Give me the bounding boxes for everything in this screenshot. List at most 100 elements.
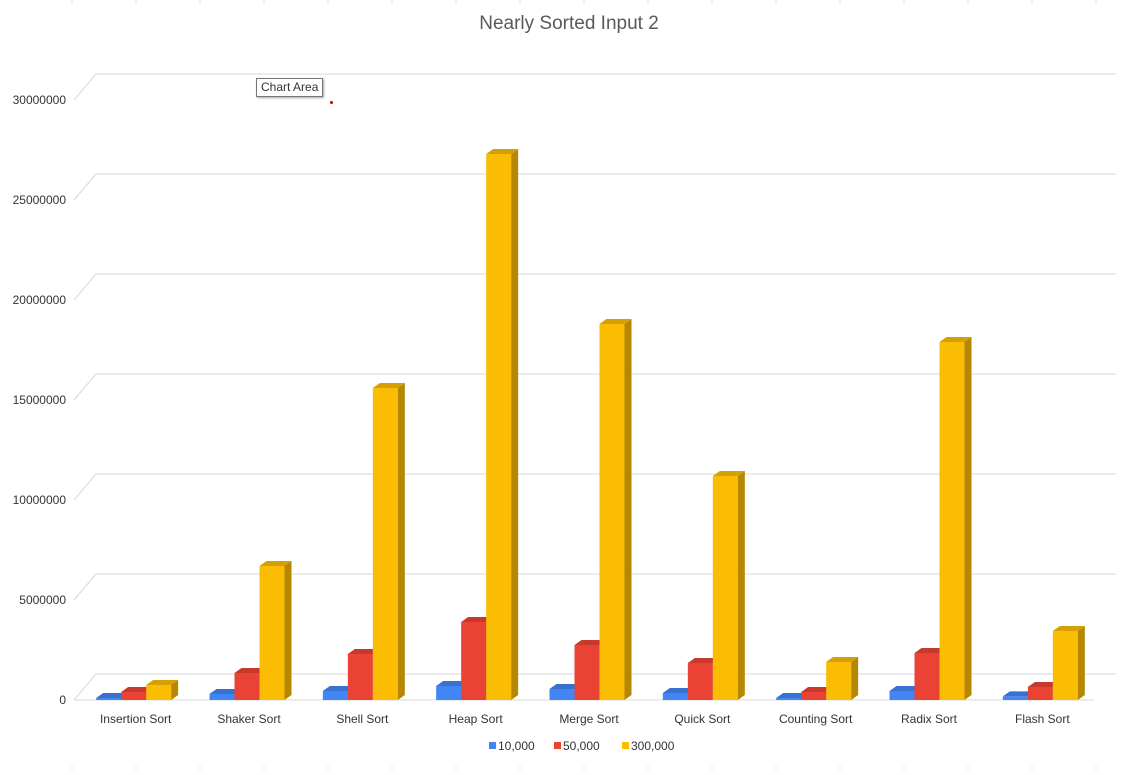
x-category-label: Radix Sort [901, 712, 958, 726]
bar-top [461, 617, 494, 622]
bar-top [662, 688, 695, 693]
x-category-label: Counting Sort [779, 712, 853, 726]
x-category-label: Insertion Sort [100, 712, 172, 726]
bar-front [687, 663, 713, 700]
bar-3 [146, 680, 179, 700]
bar-side [964, 337, 972, 700]
bar-front [121, 692, 147, 700]
bar-top [939, 337, 972, 342]
bar-top [121, 687, 154, 692]
gridline-diagonal [73, 73, 97, 101]
legend[interactable]: 10,000 50,000 300,000 [489, 739, 675, 753]
bar-top [776, 693, 809, 698]
chart-area-tooltip: Chart Area [256, 78, 324, 97]
legend-label: 50,000 [563, 739, 600, 753]
bar-3 [372, 383, 405, 700]
bar-side [1077, 626, 1085, 700]
legend-swatch [554, 742, 561, 749]
bar-top [1027, 682, 1060, 687]
bar-top [209, 689, 242, 694]
bar-front [914, 653, 940, 700]
bar-front [599, 324, 625, 700]
bar-side [397, 383, 405, 700]
legend-item: 50,000 [554, 739, 600, 753]
bar-3 [1052, 626, 1085, 700]
legend-swatch [489, 742, 496, 749]
gridline-diagonal [73, 273, 97, 301]
bar-front [776, 698, 802, 700]
bar-top [234, 668, 267, 673]
bar-top [889, 686, 922, 691]
gridline-diagonal [73, 173, 97, 201]
bar-marks [96, 149, 1085, 700]
bar-top [549, 684, 582, 689]
bar-front [436, 686, 462, 700]
bar-front [549, 689, 575, 700]
y-tick-label: 10000000 [13, 493, 67, 507]
bar-top [687, 658, 720, 663]
bar-top [1002, 691, 1035, 697]
bar-side [284, 561, 292, 700]
bar-front [801, 692, 827, 700]
legend-swatch [622, 742, 629, 749]
gridline-diagonal [73, 573, 97, 601]
x-category-label: Shaker Sort [217, 712, 281, 726]
bar-top [826, 657, 859, 662]
bar-side [737, 471, 745, 700]
bar-top [372, 383, 405, 388]
chart-title: Nearly Sorted Input 2 [479, 13, 659, 34]
bar-front [209, 694, 235, 700]
bar-side [511, 149, 519, 700]
bar-front [826, 662, 852, 700]
bar-front [574, 645, 600, 700]
bar-top [599, 319, 632, 324]
bar-front [96, 698, 122, 700]
bar-front [1027, 687, 1053, 700]
x-category-label: Merge Sort [559, 712, 619, 726]
bar-3 [599, 319, 632, 700]
bar-top [574, 640, 607, 645]
bar-front [259, 566, 285, 700]
bar-front [322, 691, 348, 700]
bar-top [347, 649, 380, 654]
x-category-label: Flash Sort [1015, 712, 1070, 726]
legend-label: 10,000 [498, 739, 535, 753]
y-tick-label: 30000000 [13, 93, 67, 107]
mouse-pointer-dot [330, 101, 333, 104]
bar-front [347, 654, 373, 700]
bar-top [96, 693, 129, 698]
bar-front [486, 154, 512, 700]
bar-top [146, 680, 179, 685]
bar-top [914, 648, 947, 653]
bar-3 [712, 471, 745, 700]
bar-side [851, 657, 859, 700]
x-category-label: Quick Sort [674, 712, 731, 726]
bar-front [461, 622, 487, 700]
bar-front [939, 342, 965, 700]
y-axis-tick-labels: 0 5000000 10000000 15000000 20000000 25000000… [13, 93, 67, 707]
gridline-diagonal [73, 673, 97, 701]
y-tick-label: 5000000 [19, 593, 66, 607]
gridline-diagonal [73, 473, 97, 501]
bar-front [1002, 696, 1028, 700]
bar-top [1052, 626, 1085, 631]
bar-front [146, 685, 172, 700]
y-tick-label: 15000000 [13, 393, 67, 407]
bar-3 [486, 149, 519, 700]
bar-top [259, 561, 292, 566]
legend-item: 300,000 [622, 739, 675, 753]
bar-side [171, 680, 179, 700]
bar-front [712, 476, 738, 700]
bar-top [322, 686, 355, 691]
x-category-label: Shell Sort [336, 712, 389, 726]
bar-side [624, 319, 632, 700]
bar-front [889, 691, 915, 700]
gridline-diagonal [73, 373, 97, 401]
legend-item: 10,000 [489, 739, 535, 753]
bar-3 [939, 337, 972, 700]
bar-front [1052, 631, 1078, 700]
spreadsheet-gridlines [71, 0, 1097, 770]
y-tick-label: 20000000 [13, 293, 67, 307]
